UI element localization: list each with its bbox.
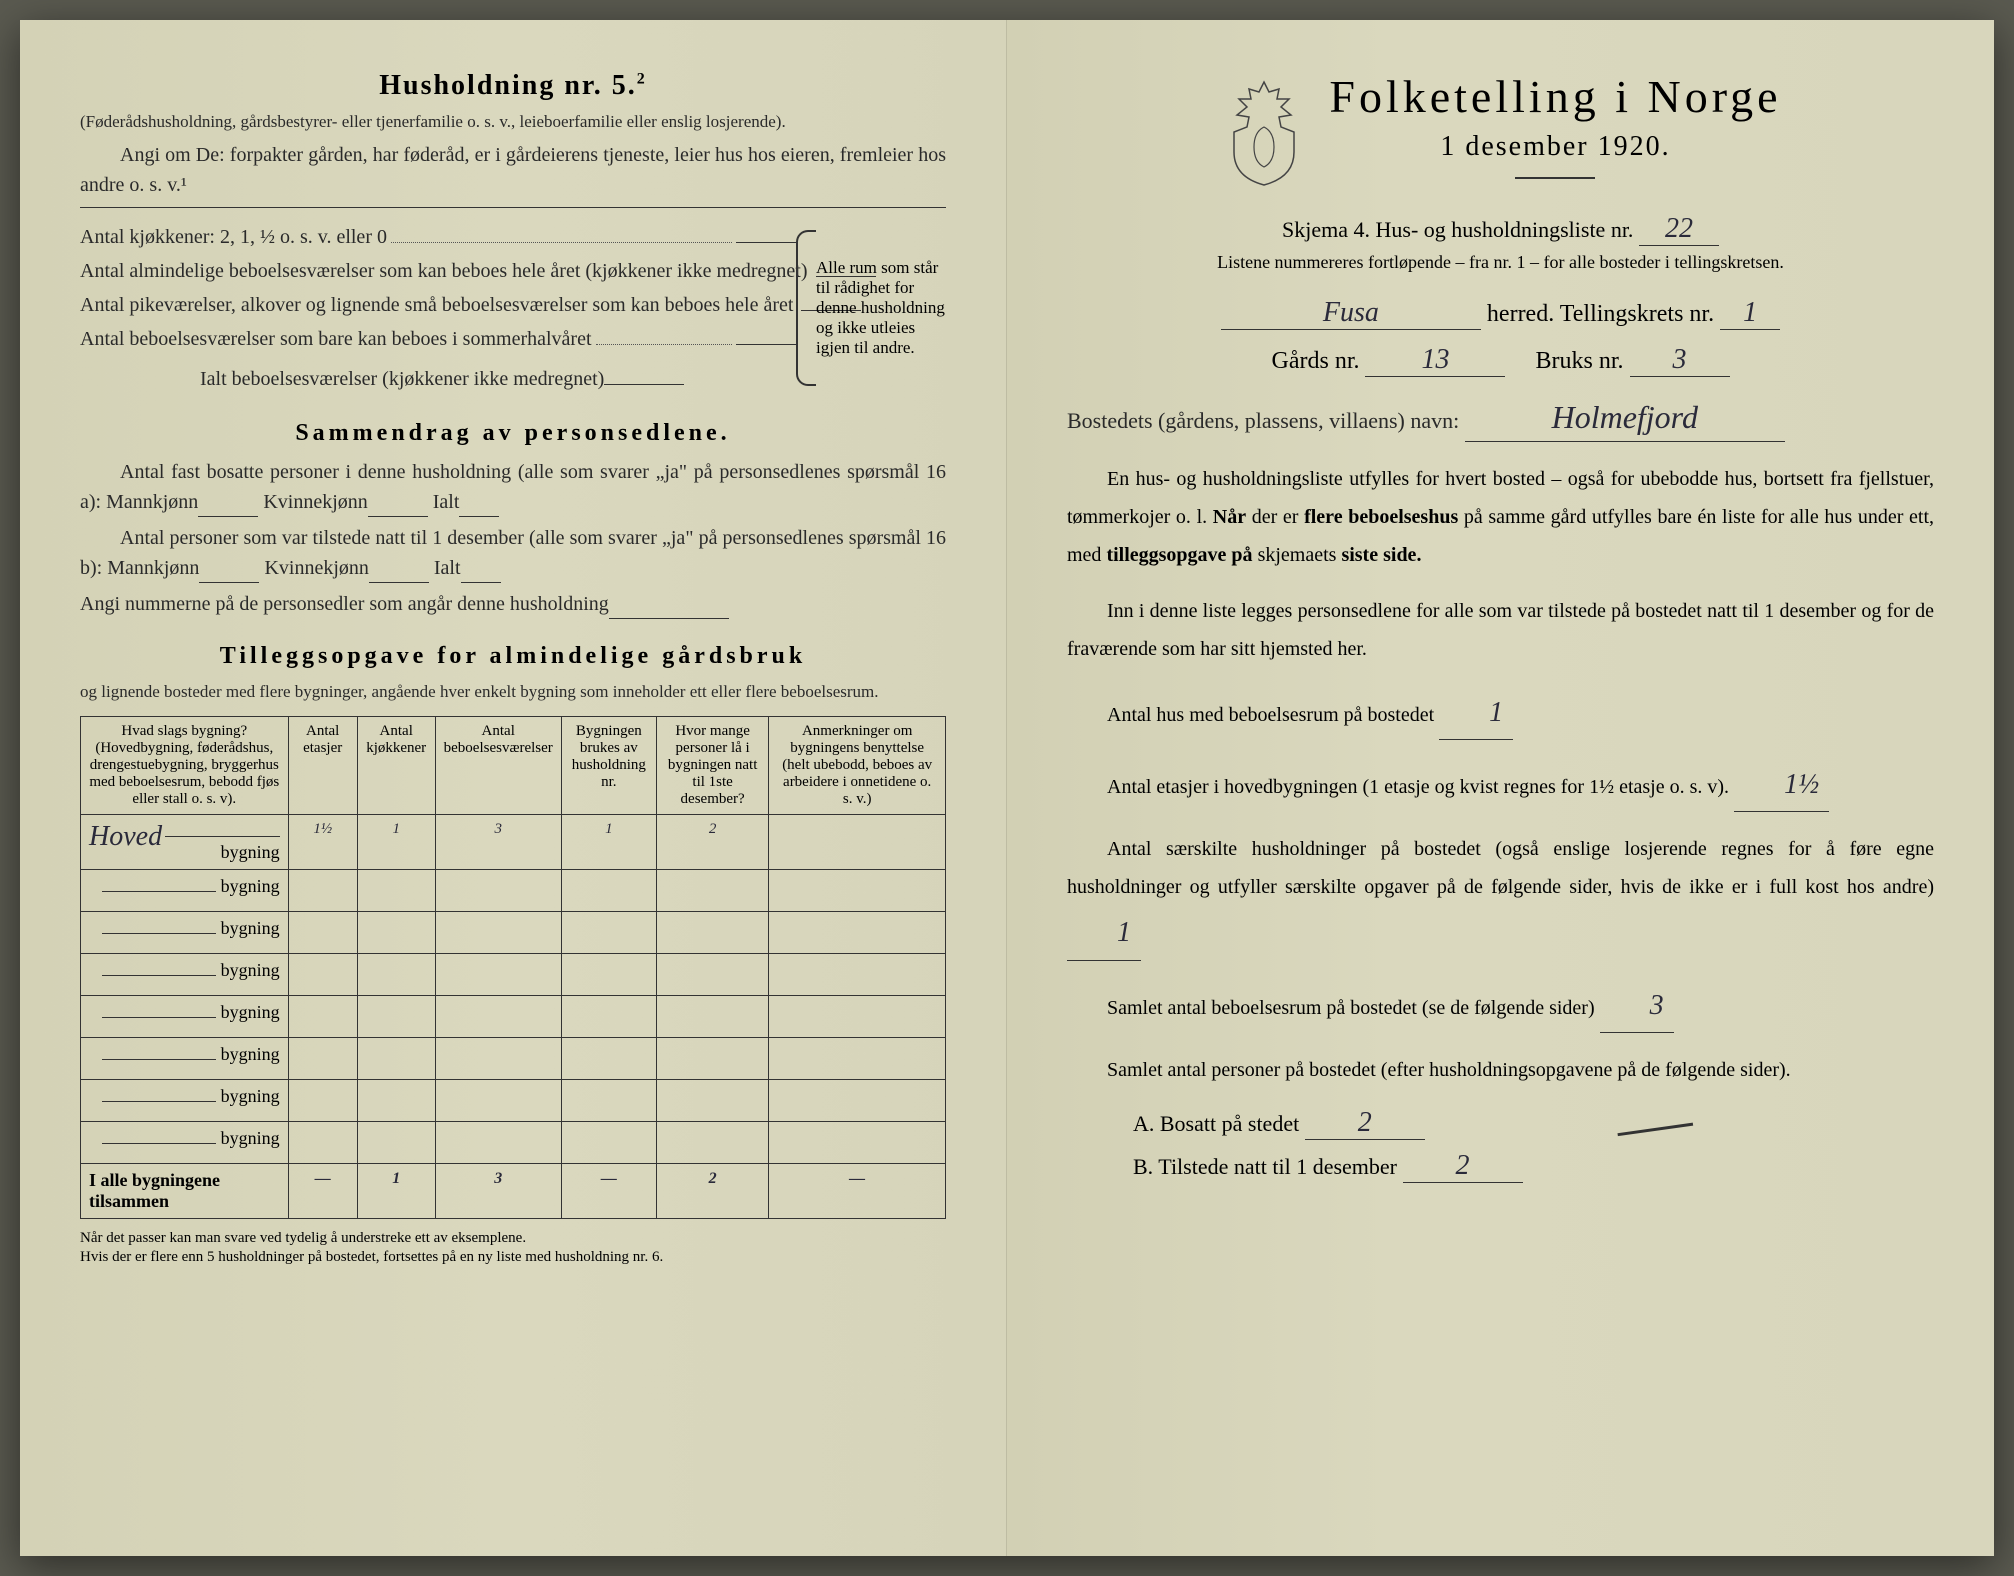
q-hushold: Antal særskilte husholdninger på bostede… xyxy=(1067,830,1934,960)
q-hus-val: 1 xyxy=(1439,686,1513,740)
gard-nr: 13 xyxy=(1365,344,1505,377)
main-title: Folketelling i Norge xyxy=(1329,70,1781,123)
q-hus: Antal hus med beboelsesrum på bostedet 1 xyxy=(1067,686,1934,740)
skjema-nr: 22 xyxy=(1639,213,1719,246)
brace-block: Antal kjøkkener: 2, 1, ½ o. s. v. eller … xyxy=(80,220,946,396)
subtitle: 1 desember 1920. xyxy=(1329,131,1781,163)
q-samlet-pers: Samlet antal personer på bostedet (efter… xyxy=(1067,1051,1934,1089)
coat-of-arms-icon xyxy=(1219,77,1309,187)
ab-a: A. Bosatt på stedet 2 ⸺ xyxy=(1133,1107,1934,1140)
table-row: bygning xyxy=(81,1121,946,1163)
intro-paren: (Føderådshusholdning, gårdsbestyrer- ell… xyxy=(80,110,946,134)
brace-side-text: Alle rum som står til rådighet for denne… xyxy=(796,220,946,396)
table-row: bygning xyxy=(81,995,946,1037)
listene-line: Listene nummereres fortløpende – fra nr.… xyxy=(1067,252,1934,273)
th-4: Bygningen brukes av husholdning nr. xyxy=(561,716,656,814)
para-2: Inn i denne liste legges personsedlene f… xyxy=(1067,592,1934,668)
q-etasjer: Antal etasjer i hovedbygningen (1 etasje… xyxy=(1067,758,1934,812)
title-rule xyxy=(1515,177,1595,179)
document-spread: Husholdning nr. 5.2 (Føderådshusholdning… xyxy=(20,20,1994,1556)
intro-angi: Angi om De: forpakter gården, har føderå… xyxy=(80,140,946,200)
table-row: Hoved bygning 1½ 1 3 1 2 xyxy=(81,814,946,869)
th-5: Hvor mange personer lå i bygningen natt … xyxy=(656,716,768,814)
herred-value: Fusa xyxy=(1221,297,1481,330)
th-2: Antal kjøkkener xyxy=(357,716,435,814)
th-0: Hvad slags bygning? (Hovedbygning, føder… xyxy=(81,716,289,814)
summary-3: Angi nummerne på de personsedler som ang… xyxy=(80,589,946,619)
scribble-mark: ⸺ xyxy=(1609,1081,1698,1162)
bosted-row: Bostedets (gårdens, plassens, villaens) … xyxy=(1067,393,1934,442)
left-page: Husholdning nr. 5.2 (Føderådshusholdning… xyxy=(20,20,1007,1556)
table-row: bygning xyxy=(81,953,946,995)
q-etasjer-val: 1½ xyxy=(1734,758,1829,812)
skjema-line: Skjema 4. Hus- og husholdningsliste nr. … xyxy=(1067,213,1934,246)
footnote: Når det passer kan man svare ved tydelig… xyxy=(80,1229,946,1268)
bruk-nr: 3 xyxy=(1630,344,1730,377)
summary-2: Antal personer som var tilstede natt til… xyxy=(80,523,946,583)
th-3: Antal beboelsesværelser xyxy=(435,716,561,814)
q-samlet-rum-val: 3 xyxy=(1600,979,1674,1033)
blank-line-top xyxy=(80,200,946,208)
building-table: Hvad slags bygning? (Hovedbygning, føder… xyxy=(80,716,946,1219)
tfoot-label: I alle bygningene tilsammen xyxy=(81,1163,289,1218)
gard-row: Gårds nr. 13 Bruks nr. 3 xyxy=(1067,344,1934,377)
th-6: Anmerkninger om bygningens benyttelse (h… xyxy=(769,716,946,814)
ab-a-val: 2 xyxy=(1305,1107,1425,1140)
ab-b-val: 2 xyxy=(1403,1150,1523,1183)
tillegg-sub: og lignende bosteder med flere bygninger… xyxy=(80,680,946,704)
table-row: bygning xyxy=(81,1079,946,1121)
left-title: Husholdning nr. 5.2 xyxy=(80,70,946,102)
summary-1: Antal fast bosatte personer i denne hush… xyxy=(80,457,946,517)
th-1: Antal etasjer xyxy=(288,716,357,814)
table-row: bygning xyxy=(81,1037,946,1079)
bosted-value: Holmefjord xyxy=(1465,393,1785,442)
tillegg-title: Tilleggsopgave for almindelige gårdsbruk xyxy=(80,643,946,670)
q-hushold-val: 1 xyxy=(1067,906,1141,960)
para-1: En hus- og husholdningsliste utfylles fo… xyxy=(1067,460,1934,574)
ab-b: B. Tilstede natt til 1 desember 2 xyxy=(1133,1150,1934,1183)
herred-row: Fusa herred. Tellingskrets nr. 1 xyxy=(1067,297,1934,330)
right-page: Folketelling i Norge 1 desember 1920. Sk… xyxy=(1007,20,1994,1556)
title-block: Folketelling i Norge 1 desember 1920. xyxy=(1067,70,1934,193)
table-row: bygning xyxy=(81,911,946,953)
summary-title: Sammendrag av personsedlene. xyxy=(80,420,946,447)
table-row: bygning xyxy=(81,869,946,911)
krets-nr: 1 xyxy=(1720,297,1780,330)
q-samlet-rum: Samlet antal beboelsesrum på bostedet (s… xyxy=(1067,979,1934,1033)
